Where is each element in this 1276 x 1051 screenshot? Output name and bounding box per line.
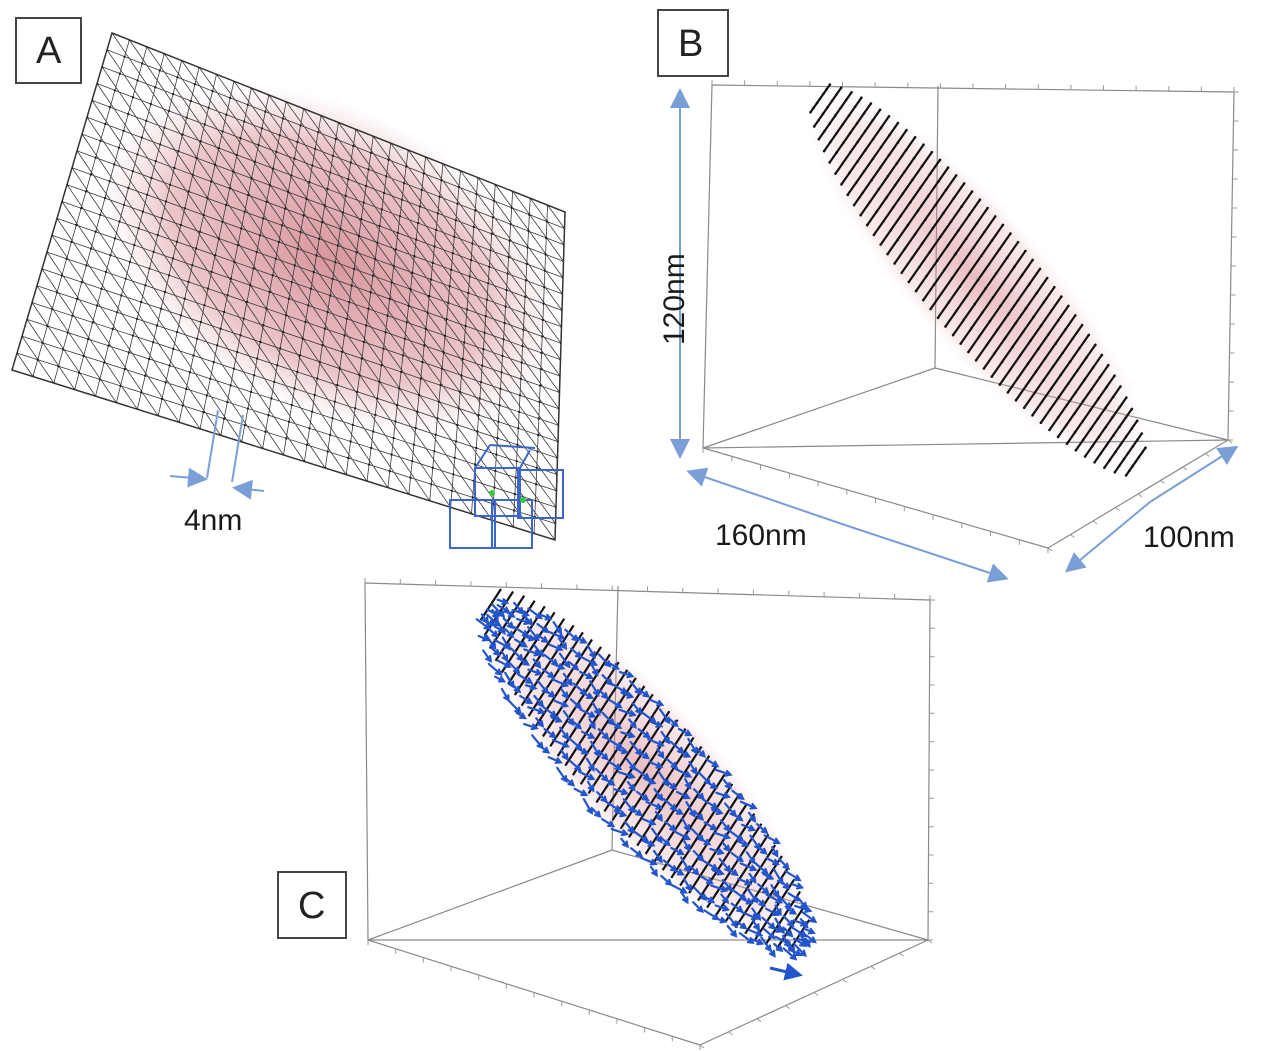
contour-points (809, 83, 1147, 477)
panel-b: 120nm 160nm 100nm B (657, 9, 1239, 583)
ellipsoid-c (475, 588, 818, 981)
contour-lines (479, 588, 811, 952)
outlier-vector (769, 962, 803, 981)
spacing-label: 4nm (184, 504, 242, 537)
length-label: 160nm (715, 519, 807, 552)
tick-marks (364, 578, 935, 1050)
panel-c-label: C (298, 885, 325, 927)
dimension-arrows-b (670, 88, 1239, 583)
unit-cell-cubes (449, 444, 564, 549)
contour-lines-c (479, 588, 811, 952)
mesh-boundary (11, 32, 566, 542)
axis-ticks-b (702, 80, 1239, 553)
spacing-dimension (169, 409, 265, 500)
panel-c-label-box: C (277, 871, 347, 939)
ellipsoid-b (806, 83, 1150, 477)
height-label: 120nm (658, 253, 691, 345)
panel-b-label: B (678, 23, 703, 65)
axis-ticks-c (364, 578, 935, 1050)
panel-a-label-box: A (15, 17, 82, 84)
panel-b-label-box: B (657, 9, 729, 77)
contour-lines-b (809, 83, 1147, 477)
depth-label: 100nm (1143, 521, 1235, 554)
panel-c: C (277, 578, 935, 1050)
vector-field (475, 598, 818, 981)
panel-a: 4nm A (11, 17, 566, 549)
panel-a-label: A (36, 30, 62, 72)
tick-marks (702, 80, 1239, 553)
vector-arrows (475, 598, 818, 961)
